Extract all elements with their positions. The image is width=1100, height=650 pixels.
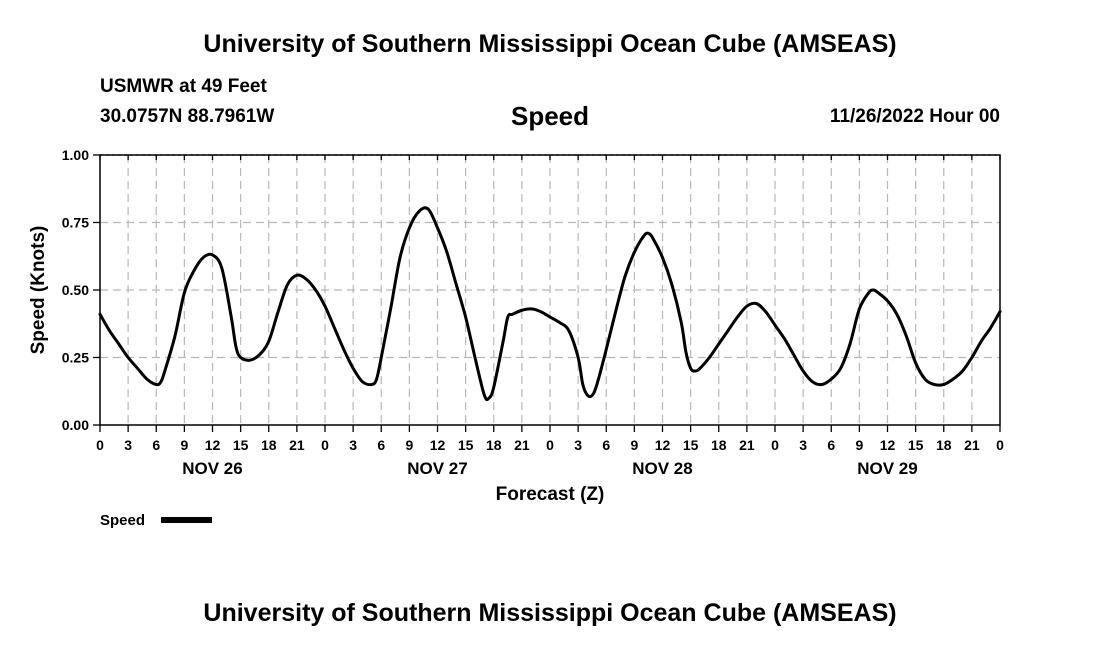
y-tick-label: 0.25	[62, 350, 89, 366]
x-tick-label: 9	[630, 437, 638, 453]
x-axis-title: Forecast (Z)	[496, 484, 605, 505]
x-tick-label: 12	[430, 437, 446, 453]
y-tick-labels: 0.00 0.25 0.50 0.75 1.00	[62, 147, 89, 433]
legend-label: Speed	[100, 512, 145, 529]
date-label: NOV 27	[407, 459, 467, 478]
x-tick-label: 18	[711, 437, 727, 453]
x-tick-label: 6	[602, 437, 610, 453]
x-tick-label: 15	[908, 437, 924, 453]
coordinates-label: 30.0757N 88.7961W	[100, 106, 275, 127]
series-layer	[98, 206, 1002, 402]
grid-lines	[100, 154, 1000, 425]
x-tick-label: 3	[799, 437, 807, 453]
x-tick-label: 0	[771, 437, 779, 453]
x-tick-label: 9	[405, 437, 413, 453]
x-tick-label: 21	[964, 437, 980, 453]
x-tick-label: 15	[233, 437, 249, 453]
date-label: NOV 28	[632, 459, 692, 478]
station-label: USMWR at 49 Feet	[100, 76, 267, 97]
x-tick-label: 12	[205, 437, 221, 453]
x-tick-label: 0	[96, 437, 104, 453]
x-tick-label: 15	[458, 437, 474, 453]
y-tick-label: 0.75	[62, 215, 89, 231]
x-tick-label: 0	[996, 437, 1004, 453]
x-tick-label: 12	[880, 437, 896, 453]
y-tick-label: 0.00	[62, 417, 89, 433]
x-tick-label: 18	[486, 437, 502, 453]
x-tick-label: 6	[827, 437, 835, 453]
x-tick-label: 15	[683, 437, 699, 453]
y-axis-title: Speed (Knots)	[28, 226, 49, 355]
x-tick-label: 3	[349, 437, 357, 453]
x-tick-label: 21	[739, 437, 755, 453]
forecast-datetime: 11/26/2022 Hour 00	[829, 106, 1000, 127]
x-tick-label: 0	[546, 437, 554, 453]
x-tick-label: 21	[514, 437, 530, 453]
chart-title-top: University of Southern Mississippi Ocean…	[203, 30, 897, 58]
speed-chart: 0.00 0.25 0.50 0.75 1.00 0 3 6 9 12 15 18 21 0 3 6 9 12 1…	[28, 147, 1004, 529]
x-tick-label: 6	[377, 437, 385, 453]
date-labels: NOV 26 NOV 27 NOV 28 NOV 29	[182, 459, 917, 478]
plot-frame	[99, 154, 1001, 426]
date-label: NOV 29	[857, 459, 917, 478]
date-label: NOV 26	[182, 459, 242, 478]
legend: Speed	[100, 512, 212, 529]
x-tick-label: 21	[289, 437, 305, 453]
axis-ticks	[93, 154, 1001, 432]
x-tick-label: 6	[152, 437, 160, 453]
x-tick-label: 0	[321, 437, 329, 453]
y-tick-label: 1.00	[62, 147, 89, 163]
speed-series-line	[98, 206, 1002, 402]
legend-swatch	[161, 517, 212, 523]
x-tick-label: 9	[180, 437, 188, 453]
x-tick-label: 3	[124, 437, 132, 453]
x-tick-label: 18	[936, 437, 952, 453]
x-tick-label: 12	[655, 437, 671, 453]
y-tick-label: 0.50	[62, 282, 89, 298]
chart-title-bottom: University of Southern Mississippi Ocean…	[203, 599, 897, 627]
parameter-title: Speed	[510, 101, 590, 131]
x-tick-label: 3	[574, 437, 582, 453]
x-tick-labels: 0 3 6 9 12 15 18 21 0 3 6 9 12 15 18 21 0 3 6 9 12 15 18 21 0 3 6 9…	[96, 437, 1004, 453]
x-tick-label: 18	[261, 437, 277, 453]
x-tick-label: 9	[855, 437, 863, 453]
